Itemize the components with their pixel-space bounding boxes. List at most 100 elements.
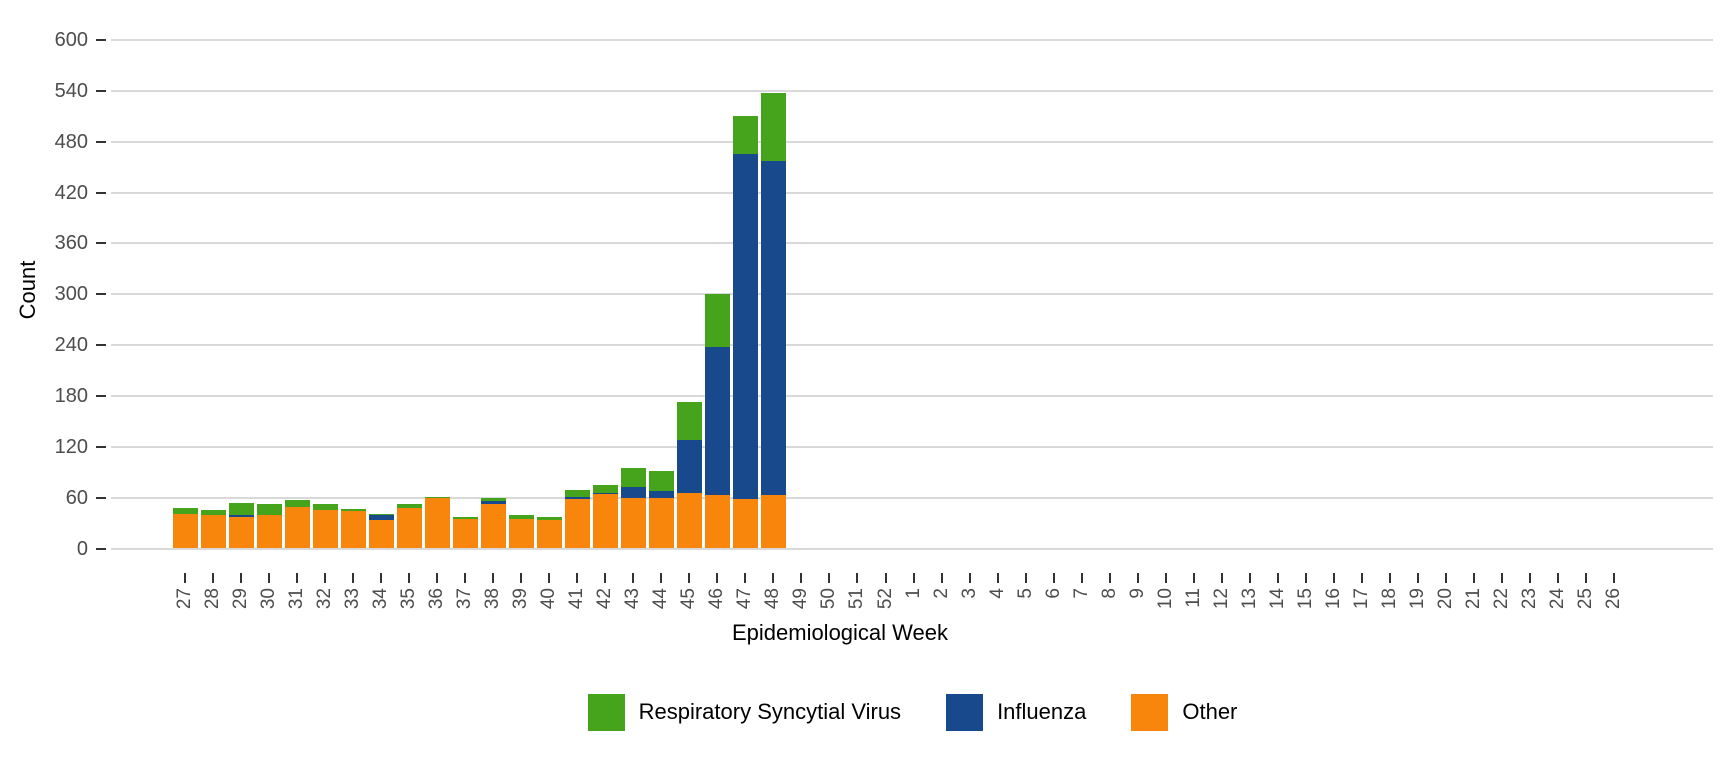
bar-segment [760,93,786,162]
x-tick [1080,573,1083,583]
x-tick [1388,573,1391,583]
x-tick [1220,573,1223,583]
bar-segment [536,517,562,520]
legend-label: Respiratory Syncytial Virus [638,699,902,724]
x-tick [1444,573,1447,583]
x-tick [268,573,271,583]
bar-segment [200,515,226,549]
x-tick [1248,573,1251,583]
x-tick [1052,573,1055,583]
x-tick [1192,573,1195,583]
bar-segment [228,502,254,516]
bar-segment [368,515,394,520]
x-tick-label: 16 [1322,588,1344,610]
x-tick-label: 32 [314,588,336,610]
x-tick [800,573,803,583]
x-tick-label: 23 [1518,588,1540,610]
x-tick [688,573,691,583]
x-tick-label: 22 [1490,588,1512,610]
x-tick-label: 33 [342,588,364,610]
bar-segment [648,498,674,549]
y-tick-label: 240 [54,334,88,357]
y-tick [96,140,106,143]
x-tick [1472,573,1475,583]
bar-segment [648,471,674,491]
x-tick [492,573,495,583]
x-tick-label: 34 [370,588,392,610]
x-tick [744,573,747,583]
bar-segment [760,495,786,549]
x-tick [464,573,467,583]
x-tick [548,573,551,583]
bar-segment [704,294,730,347]
y-tick-label: 0 [76,537,88,560]
bar-segment [452,517,478,519]
bar-segment [312,504,338,510]
gridline [111,242,1713,245]
x-tick [408,573,411,583]
y-tick-label: 180 [54,384,88,407]
y-tick-label: 420 [54,181,88,204]
x-tick-label: 35 [398,588,420,610]
bar-segment [676,492,702,549]
y-tick-label: 540 [54,79,88,102]
legend-item: Influenza [946,693,1087,731]
legend-swatch [946,693,984,731]
x-tick [212,573,215,583]
x-tick [716,573,719,583]
y-tick-label: 60 [65,486,88,509]
y-tick [96,344,106,347]
x-tick-label: 18 [1378,588,1400,610]
legend-swatch [587,693,625,731]
y-tick [96,547,106,550]
bar-segment [228,517,254,549]
bar-segment [592,492,618,495]
legend-label: Other [1182,699,1238,724]
bar-segment [284,500,310,507]
x-tick [856,573,859,583]
x-tick [1024,573,1027,583]
x-tick [1613,573,1616,583]
bar-segment [620,487,646,499]
legend-item: Other [1131,693,1238,731]
x-tick [352,573,355,583]
bar-segment [620,498,646,549]
bar-segment [760,161,786,496]
x-tick [576,573,579,583]
bar-segment [508,515,534,519]
bar-segment [704,495,730,549]
y-tick-label: 360 [54,232,88,255]
x-tick [1304,573,1307,583]
bar-segment [480,504,506,549]
x-tick [940,573,943,583]
bar-segment [564,490,590,497]
x-tick-label: 14 [1266,588,1288,610]
x-tick [1585,573,1587,583]
x-tick [436,573,439,583]
legend-item: Respiratory Syncytial Virus [587,693,902,731]
x-tick [912,573,915,583]
gridline [111,89,1713,92]
gridline [111,445,1713,448]
y-tick-label: 120 [54,435,88,458]
x-tick-label: 24 [1546,588,1568,610]
bar-segment [732,116,758,154]
legend-label: Influenza [997,699,1087,724]
x-tick [828,573,831,583]
bar-segment [368,519,394,549]
x-tick [1528,573,1531,583]
bar-segment [648,490,674,499]
bar-segment [172,513,198,549]
x-tick [324,573,327,583]
x-tick [772,573,775,583]
gridline [111,293,1713,296]
x-tick [1164,573,1167,583]
x-tick [1136,573,1139,583]
bar-segment [676,401,702,440]
bar-segment [340,508,366,512]
